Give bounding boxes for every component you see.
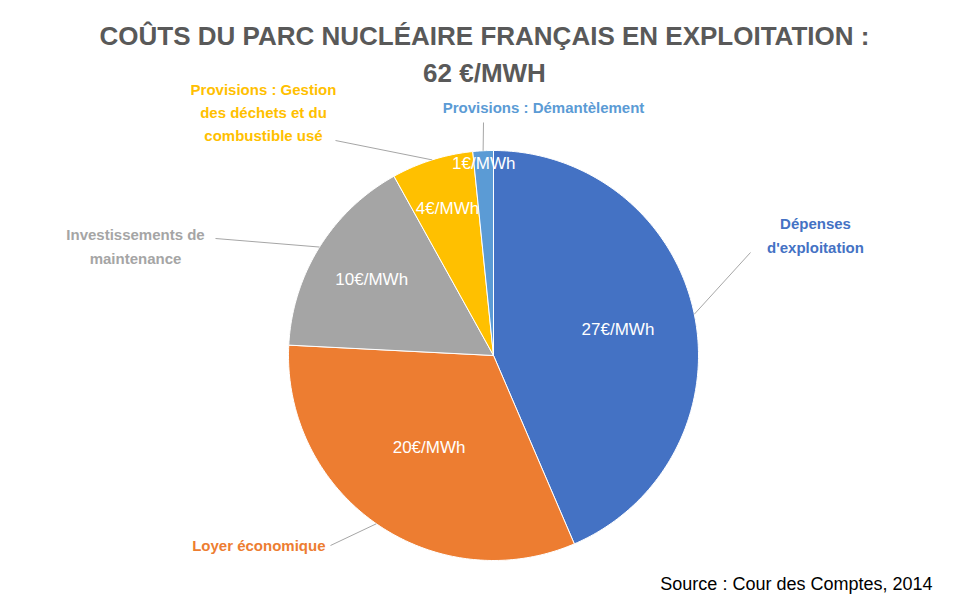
svg-text:Loyer économique: Loyer économique: [192, 537, 325, 554]
svg-text:27€/MWh: 27€/MWh: [582, 320, 655, 339]
svg-text:Investissements demaintenance: Investissements demaintenance: [66, 226, 204, 266]
svg-text:Provisions : Démantèlement: Provisions : Démantèlement: [443, 99, 645, 116]
svg-text:10€/MWh: 10€/MWh: [335, 270, 408, 289]
svg-text:Source : Cour des Comptes, 201: Source : Cour des Comptes, 2014: [660, 574, 932, 594]
svg-text:Dépensesd'exploitation: Dépensesd'exploitation: [767, 215, 864, 255]
svg-text:1€/MWh: 1€/MWh: [452, 153, 515, 172]
svg-text:4€/MWh: 4€/MWh: [416, 199, 479, 218]
html-text:COÛTS DU PARC NUCLÉAIRE FRANÇA: COÛTS DU PARC NUCLÉAIRE FRANÇAIS EN EXPL…: [99, 21, 870, 51]
svg-text:20€/MWh: 20€/MWh: [393, 438, 466, 457]
html-text:62 €/MWH: 62 €/MWH: [423, 58, 546, 88]
svg-text:Provisions : Gestiondes déchet: Provisions : Gestiondes déchets et ducom…: [191, 81, 337, 145]
